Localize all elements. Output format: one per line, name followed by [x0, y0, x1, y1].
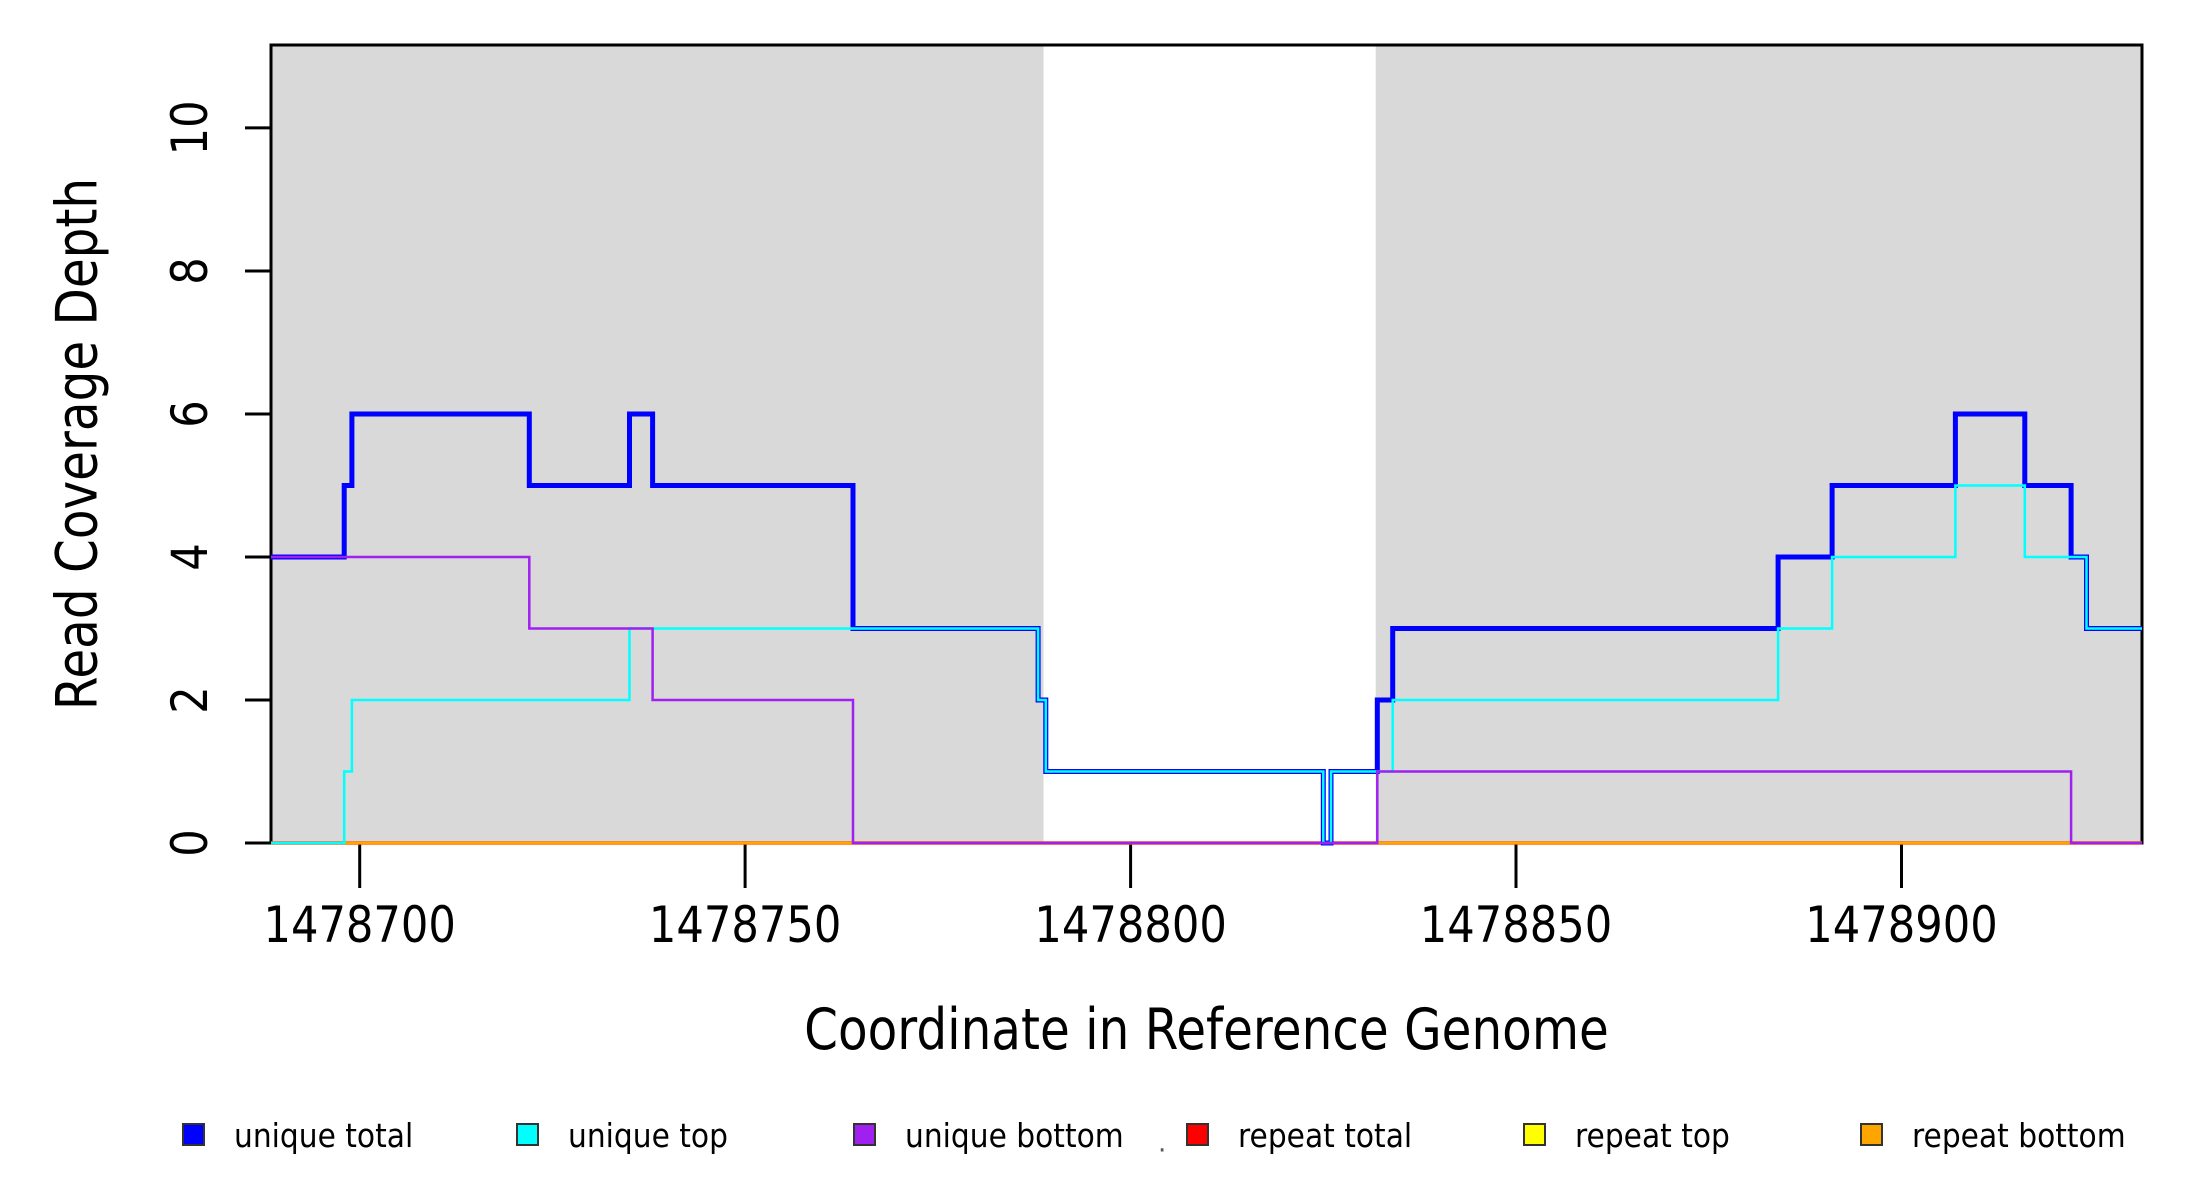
x-axis-title: Coordinate in Reference Genome	[804, 997, 1609, 1063]
legend-swatch-icon	[182, 1123, 205, 1146]
x-tick-label: 1478700	[263, 896, 456, 954]
shaded-region	[271, 45, 1044, 843]
legend-swatch-icon	[1860, 1123, 1883, 1146]
y-tick-label: 6	[161, 400, 219, 428]
legend-label: unique top	[568, 1116, 728, 1155]
legend-label: repeat bottom	[1912, 1116, 2126, 1155]
y-tick-label: 0	[161, 829, 219, 857]
legend-swatch-icon	[1186, 1123, 1209, 1146]
x-tick-label: 1478750	[649, 896, 842, 954]
legend-swatch-icon	[853, 1123, 876, 1146]
legend-label: repeat top	[1575, 1116, 1730, 1155]
legend-swatch-icon	[1523, 1123, 1546, 1146]
legend-label: unique total	[234, 1116, 414, 1155]
y-tick-label: 8	[161, 257, 219, 285]
legend-label: unique bottom	[905, 1116, 1124, 1155]
series-unique-top	[271, 484, 2142, 845]
y-tick-label: 10	[161, 100, 219, 155]
series-unique-bottom	[271, 555, 2142, 845]
y-tick-label: 2	[161, 686, 219, 714]
stray-dot: ·	[1158, 1136, 1167, 1166]
legend-swatch-icon	[516, 1123, 539, 1146]
y-axis-title: Read Coverage Depth	[44, 177, 111, 711]
y-tick-label: 4	[161, 543, 219, 571]
legend-label: repeat total	[1238, 1116, 1413, 1155]
shaded-region	[1375, 45, 2142, 843]
x-tick-label: 1478800	[1034, 896, 1227, 954]
x-tick-label: 1478900	[1805, 896, 1998, 954]
x-tick-label: 1478850	[1420, 896, 1613, 954]
